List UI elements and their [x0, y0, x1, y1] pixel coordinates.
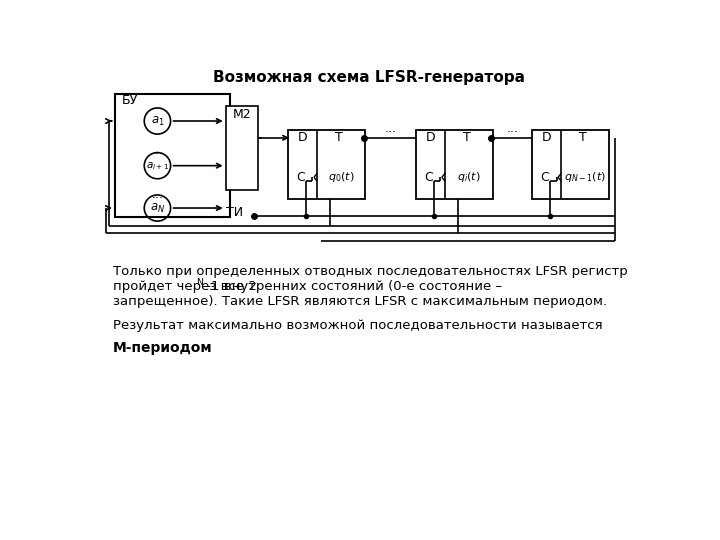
Text: C: C	[297, 171, 305, 184]
Text: ТИ: ТИ	[225, 206, 243, 219]
Text: N: N	[197, 278, 203, 287]
Text: БУ: БУ	[122, 94, 138, 107]
Text: ...: ...	[151, 188, 163, 201]
Text: D: D	[297, 131, 307, 144]
Text: C: C	[424, 171, 433, 184]
Text: $a_1$: $a_1$	[150, 114, 164, 127]
Text: -1 внутренних состояний (0-е состояние –: -1 внутренних состояний (0-е состояние –	[202, 280, 502, 293]
Bar	[532, 130, 609, 199]
Bar	[114, 94, 230, 217]
Text: $q_i(t)$: $q_i(t)$	[457, 170, 481, 184]
Text: ...: ...	[151, 144, 163, 157]
Text: $a_{i+1}$: $a_{i+1}$	[145, 160, 169, 172]
Text: T: T	[579, 131, 587, 144]
Text: М-периодом: М-периодом	[113, 341, 213, 355]
Text: ...: ...	[506, 123, 518, 136]
Text: $a_N$: $a_N$	[150, 201, 165, 214]
Text: C: C	[541, 171, 549, 184]
Bar	[287, 130, 317, 199]
Text: $q_0(t)$: $q_0(t)$	[328, 170, 354, 184]
Text: Только при определенных отводных последовательностях LFSR регистр: Только при определенных отводных последо…	[113, 265, 628, 278]
Text: $q_{N-1}(t)$: $q_{N-1}(t)$	[564, 170, 606, 184]
Text: запрещенное). Такие LFSR являются LFSR с максимальным периодом.: запрещенное). Такие LFSR являются LFSR с…	[113, 295, 608, 308]
Bar	[287, 130, 365, 199]
Text: D: D	[426, 131, 435, 144]
Text: М2: М2	[233, 109, 251, 122]
Bar	[532, 130, 561, 199]
Text: D: D	[541, 131, 552, 144]
Text: Возможная схема LFSR-генератора: Возможная схема LFSR-генератора	[213, 70, 525, 85]
Text: ...: ...	[384, 123, 396, 136]
Text: T: T	[463, 131, 470, 144]
Text: пройдет через все 2: пройдет через все 2	[113, 280, 257, 293]
Text: Результат максимально возможной последовательности называется: Результат максимально возможной последов…	[113, 319, 603, 332]
Bar	[415, 130, 445, 199]
Bar	[225, 106, 258, 190]
Bar	[415, 130, 493, 199]
Text: T: T	[335, 131, 343, 144]
